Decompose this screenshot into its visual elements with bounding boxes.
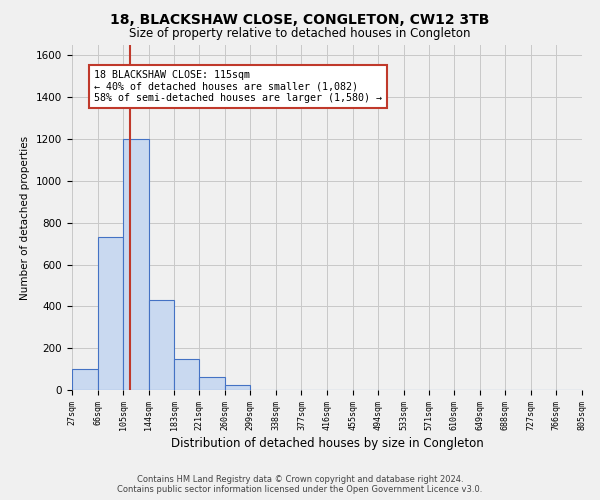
Y-axis label: Number of detached properties: Number of detached properties	[20, 136, 31, 300]
Bar	[98, 238, 123, 390]
Text: Contains HM Land Registry data © Crown copyright and database right 2024.
Contai: Contains HM Land Registry data © Crown c…	[118, 474, 482, 494]
X-axis label: Distribution of detached houses by size in Congleton: Distribution of detached houses by size …	[170, 436, 484, 450]
Bar	[174, 358, 199, 390]
Text: 18, BLACKSHAW CLOSE, CONGLETON, CW12 3TB: 18, BLACKSHAW CLOSE, CONGLETON, CW12 3TB	[110, 12, 490, 26]
Bar	[225, 385, 250, 390]
Bar	[149, 300, 174, 390]
Text: Size of property relative to detached houses in Congleton: Size of property relative to detached ho…	[129, 28, 471, 40]
Bar	[199, 378, 225, 390]
Text: 18 BLACKSHAW CLOSE: 115sqm
← 40% of detached houses are smaller (1,082)
58% of s: 18 BLACKSHAW CLOSE: 115sqm ← 40% of deta…	[94, 70, 382, 103]
Bar	[72, 369, 98, 390]
Bar	[123, 139, 149, 390]
